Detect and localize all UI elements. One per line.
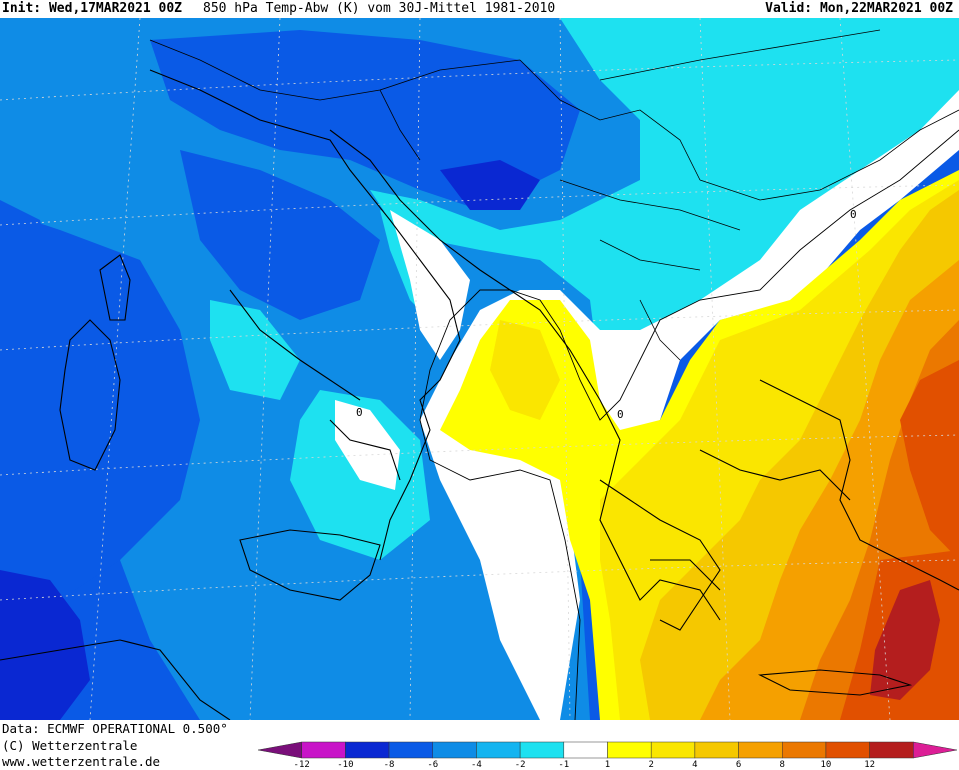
legend-tick-label: 1 [605,760,610,770]
legend-swatch [345,741,390,759]
legend-tick-label: -12 [294,760,310,770]
isoline-label: 0 [617,408,624,421]
map-canvas: 0 0 0 [0,18,959,720]
legend-tick-label: 12 [864,760,875,770]
anomaly-area-neg8 [0,570,90,720]
legend-tick-label: -2 [515,760,526,770]
legend-tick-label: -1 [558,760,569,770]
legend-tick-label: -4 [471,760,482,770]
legend-swatch [432,741,477,759]
anomaly-area-neg2 [370,18,959,380]
coastlines [0,29,959,720]
graticule [0,18,959,720]
legend-swatch [257,741,302,759]
anomaly-area-neg6-west [0,210,200,620]
anomaly-area-pos2-west [490,320,560,420]
anomaly-area-neg2-italy [210,300,300,400]
legend-tick-label: 8 [780,760,785,770]
legend-swatch [563,741,608,759]
isoline-label: 0 [356,406,363,419]
isoline-label: 0 [850,208,857,221]
anomaly-area-pos10 [900,360,959,560]
legend-swatch [738,741,783,759]
legend-swatch [913,741,958,759]
anomaly-area-neutral [420,90,959,720]
legend-swatch [650,741,696,759]
copyright-text: (C) Wetterzentrale [2,738,138,753]
legend-swatch [476,741,521,759]
map-footer: Data: ECMWF OPERATIONAL 0.500° (C) Wette… [0,720,959,770]
legend-tick-label: 10 [821,760,832,770]
data-source-text: Data: ECMWF OPERATIONAL 0.500° [2,721,228,736]
anomaly-area-neg6-italy [180,150,380,320]
anomaly-area-pos12 [870,580,940,700]
legend-swatch [388,741,433,759]
temperature-anomaly-map: 0 0 0 [0,18,959,720]
valid-time: Valid: Mon,22MAR2021 00Z [765,1,953,16]
legend-tick-label: 2 [648,760,653,770]
zero-isoline [419,129,959,720]
map-title: 850 hPa Temp-Abw (K) vom 30J-Mittel 1981… [203,1,556,16]
legend-swatch [694,741,739,759]
legend-tick-label: 4 [692,760,697,770]
legend-swatch [519,741,565,759]
website-text: www.wetterzentrale.de [2,754,161,769]
legend-swatch [782,741,827,759]
legend-swatch [607,741,652,759]
map-header: Init: Wed,17MAR2021 00Z 850 hPa Temp-Abw… [0,0,959,18]
legend-tick-label: 6 [736,760,741,770]
anomaly-area-neg8-north [440,160,540,210]
legend-swatch [869,741,914,759]
init-time: Init: Wed,17MAR2021 00Z [2,1,183,16]
legend-tick-label: -8 [384,760,395,770]
legend-swatch [825,741,870,759]
legend-tick-label: -10 [337,760,353,770]
anomaly-area-neutral-sicily [335,400,400,490]
legend-tick-label: -6 [427,760,438,770]
legend-swatch [301,741,346,759]
color-legend: -12 -10 -8 -6 -4 -2 -1 1 2 4 6 8 10 12 [257,741,958,770]
